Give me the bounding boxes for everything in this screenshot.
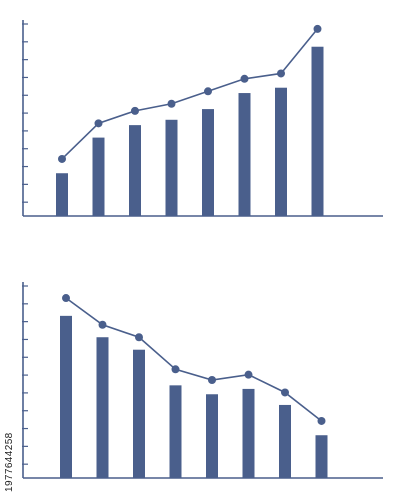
line-point bbox=[317, 416, 326, 425]
bar bbox=[238, 93, 251, 216]
line-point bbox=[277, 69, 285, 78]
line-point bbox=[208, 376, 216, 384]
chart-bottom bbox=[22, 282, 383, 479]
trend-line bbox=[65, 297, 322, 422]
line-point bbox=[171, 365, 180, 374]
bar bbox=[315, 435, 328, 478]
bar bbox=[169, 385, 182, 478]
bar bbox=[60, 315, 72, 478]
line-point bbox=[204, 87, 212, 96]
bar bbox=[202, 109, 214, 216]
line-point bbox=[244, 370, 253, 379]
bar bbox=[92, 137, 105, 216]
line-point bbox=[135, 333, 143, 342]
bar bbox=[242, 388, 255, 478]
bar bbox=[206, 394, 218, 478]
bar bbox=[275, 87, 287, 216]
line-point bbox=[131, 106, 139, 115]
bar bbox=[56, 173, 68, 216]
bar bbox=[311, 46, 324, 217]
side-id-text: 1977644258 bbox=[4, 432, 15, 492]
line-point bbox=[240, 74, 249, 83]
chart-top bbox=[22, 20, 383, 217]
line-point bbox=[62, 294, 70, 303]
line-point bbox=[167, 99, 176, 108]
line-point bbox=[98, 320, 107, 329]
line-point bbox=[313, 24, 322, 33]
trend-line bbox=[61, 28, 319, 160]
line-point bbox=[281, 388, 289, 397]
bar bbox=[129, 125, 141, 216]
bar bbox=[165, 119, 178, 216]
bar bbox=[133, 349, 145, 478]
line-point bbox=[94, 119, 103, 128]
bar bbox=[96, 337, 109, 478]
bar bbox=[279, 404, 291, 478]
line-point bbox=[58, 154, 66, 163]
